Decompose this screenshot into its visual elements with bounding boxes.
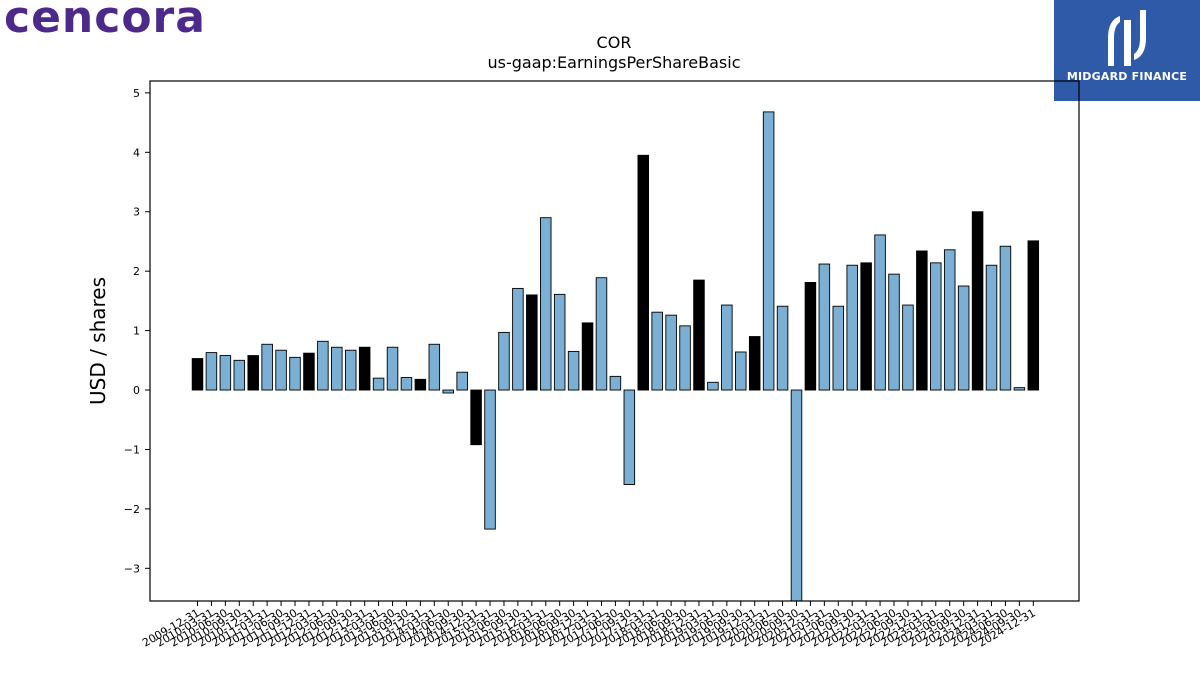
bar-2011-06-30 bbox=[275, 349, 287, 391]
bar-2022-06-30 bbox=[888, 273, 900, 391]
bar-2016-06-30 bbox=[553, 293, 566, 391]
bar-2017-09-30 bbox=[623, 389, 636, 485]
bar-2009-12-31 bbox=[191, 358, 204, 391]
bar-2024-09-30 bbox=[1013, 387, 1026, 391]
bar-2018-12-31 bbox=[693, 279, 705, 391]
bar-2013-09-30 bbox=[400, 377, 413, 391]
bar-2014-06-30 bbox=[442, 389, 454, 394]
bar-2010-03-31 bbox=[205, 352, 218, 391]
bar-2013-06-30 bbox=[386, 346, 399, 391]
bar-2012-06-30 bbox=[331, 346, 343, 391]
bar-2023-09-30 bbox=[957, 285, 970, 391]
y-tick-label: 4 bbox=[133, 146, 140, 159]
bar-2020-06-30 bbox=[776, 305, 789, 391]
bars-layer bbox=[191, 111, 1040, 602]
y-tick-label: 2 bbox=[133, 265, 140, 278]
plot-frame bbox=[149, 80, 1080, 602]
bar-2014-09-30 bbox=[456, 371, 468, 391]
bar-2024-12-31 bbox=[1027, 240, 1040, 391]
bar-2012-03-31 bbox=[317, 340, 329, 391]
bar-2023-12-31 bbox=[971, 211, 984, 391]
bar-2019-12-31 bbox=[748, 336, 761, 391]
midgard-logo-icon bbox=[1108, 10, 1146, 66]
bar-2015-09-30 bbox=[512, 287, 524, 391]
x-axis-ticks: 2009-12-312010-03-312010-06-302010-09-30… bbox=[140, 601, 1038, 650]
bar-2011-12-31 bbox=[303, 352, 315, 391]
bar-2021-12-31 bbox=[860, 262, 872, 391]
y-tick-label: 5 bbox=[133, 87, 140, 100]
bar-2010-06-30 bbox=[219, 355, 232, 391]
y-tick-label: −1 bbox=[124, 443, 140, 456]
bar-2016-03-31 bbox=[540, 217, 552, 391]
bar-2017-12-31 bbox=[637, 154, 650, 391]
bar-2022-03-31 bbox=[874, 234, 886, 391]
bar-2020-09-30 bbox=[790, 389, 803, 602]
bar-2010-12-31 bbox=[247, 355, 259, 391]
bar-2015-12-31 bbox=[526, 294, 538, 391]
bar-2021-06-30 bbox=[832, 305, 845, 391]
bar-2015-03-31 bbox=[484, 389, 496, 530]
bar-2024-06-30 bbox=[999, 245, 1012, 391]
bar-2021-03-31 bbox=[818, 263, 831, 391]
bar-2014-12-31 bbox=[470, 389, 482, 446]
y-tick-label: 1 bbox=[133, 325, 140, 338]
bar-2019-03-31 bbox=[707, 381, 719, 391]
y-axis-label: USD / shares bbox=[86, 277, 110, 405]
bar-2020-03-31 bbox=[762, 111, 775, 391]
bar-2022-12-31 bbox=[916, 250, 928, 391]
bar-2018-03-31 bbox=[651, 311, 663, 391]
bar-2012-09-30 bbox=[344, 349, 357, 391]
bar-2018-09-30 bbox=[679, 325, 691, 391]
bar-2020-12-31 bbox=[804, 282, 817, 391]
bar-2014-03-31 bbox=[428, 343, 441, 391]
y-axis-ticks: −3 −2 −1 0 1 2 3 4 5 bbox=[124, 87, 150, 575]
y-tick-label: 3 bbox=[133, 206, 140, 219]
bar-2021-09-30 bbox=[846, 264, 858, 391]
bar-2011-03-31 bbox=[261, 343, 273, 391]
bar-2017-06-30 bbox=[609, 375, 622, 391]
bar-2016-09-30 bbox=[567, 350, 580, 391]
bar-2010-09-30 bbox=[233, 359, 246, 391]
y-tick-label: −2 bbox=[124, 503, 140, 516]
bar-2012-12-31 bbox=[358, 346, 371, 391]
y-tick-label: 0 bbox=[133, 384, 140, 397]
y-tick-label: −3 bbox=[124, 562, 140, 575]
bar-2023-06-30 bbox=[943, 249, 956, 391]
bar-2011-09-30 bbox=[289, 356, 301, 391]
badge-label: MIDGARD FINANCE bbox=[1066, 70, 1188, 83]
cencora-logo: cencora bbox=[4, 0, 206, 43]
bar-2019-06-30 bbox=[721, 304, 733, 391]
midgard-finance-badge: MIDGARD FINANCE bbox=[1054, 0, 1200, 101]
bar-2019-09-30 bbox=[735, 351, 747, 391]
bar-2024-03-31 bbox=[985, 264, 998, 391]
bar-2013-03-31 bbox=[372, 377, 385, 391]
bar-2018-06-30 bbox=[665, 314, 677, 391]
chart-subtitle: us-gaap:EarningsPerShareBasic bbox=[487, 53, 740, 72]
bar-2023-03-31 bbox=[930, 262, 942, 391]
bar-2016-12-31 bbox=[581, 322, 594, 391]
bar-2017-03-31 bbox=[595, 277, 608, 391]
bar-2022-09-30 bbox=[902, 304, 914, 391]
chart-title: COR bbox=[597, 33, 632, 52]
bar-2013-12-31 bbox=[414, 378, 427, 391]
bar-2015-06-30 bbox=[498, 331, 510, 391]
